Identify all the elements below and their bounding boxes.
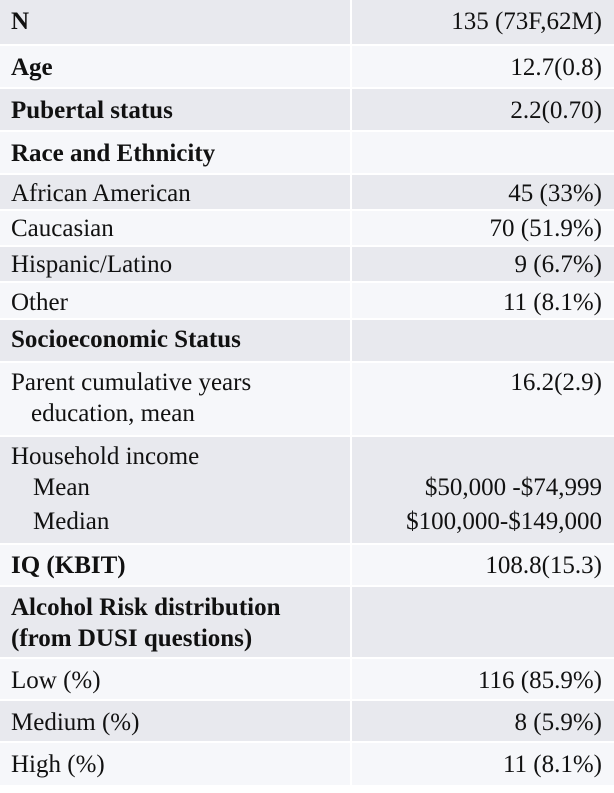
row-value: 8 (5.9%) bbox=[351, 700, 614, 743]
table-row-caucasian: Caucasian 70 (51.9%) bbox=[0, 210, 614, 247]
row-value: $50,000 -$74,999 $100,000-$149,000 bbox=[351, 436, 614, 545]
table-row-medium: Medium (%) 8 (5.9%) bbox=[0, 700, 614, 743]
row-label: High (%) bbox=[0, 742, 352, 787]
row-value bbox=[351, 586, 614, 659]
row-label: Low (%) bbox=[0, 658, 352, 701]
row-label: IQ (KBIT) bbox=[0, 544, 352, 587]
row-value: 11 (8.1%) bbox=[351, 742, 614, 787]
table-row-ses-header: Socioeconomic Status bbox=[0, 319, 614, 363]
row-value: 16.2(2.9) bbox=[351, 362, 614, 437]
section-heading: Socioeconomic Status bbox=[0, 319, 352, 363]
row-value: 12.7(0.8) bbox=[351, 45, 614, 89]
row-value: 108.8(15.3) bbox=[351, 544, 614, 587]
section-heading: Race and Ethnicity bbox=[0, 131, 352, 175]
row-label: Parent cumulative years education, mean bbox=[0, 362, 352, 437]
row-label: African American bbox=[0, 174, 352, 211]
row-label: Medium (%) bbox=[0, 700, 352, 743]
table-row-iq: IQ (KBIT) 108.8(15.3) bbox=[0, 544, 614, 587]
row-label: Age bbox=[0, 45, 352, 89]
row-label: Caucasian bbox=[0, 210, 352, 247]
row-value: 116 (85.9%) bbox=[351, 658, 614, 701]
table-row-hispanic: Hispanic/Latino 9 (6.7%) bbox=[0, 246, 614, 283]
row-label: Pubertal status bbox=[0, 88, 352, 132]
table-row-high: High (%) 11 (8.1%) bbox=[0, 742, 614, 787]
row-value: 70 (51.9%) bbox=[351, 210, 614, 247]
row-value: 2.2(0.70) bbox=[351, 88, 614, 132]
row-label: Other bbox=[0, 282, 352, 320]
income-median-value: $100,000-$149,000 bbox=[406, 508, 602, 535]
table-row-parent-education: Parent cumulative years education, mean … bbox=[0, 362, 614, 437]
heading-line-1: Alcohol Risk distribution bbox=[11, 594, 281, 621]
section-heading: Alcohol Risk distribution (from DUSI que… bbox=[0, 586, 352, 659]
income-label: Household income bbox=[11, 443, 200, 470]
row-value: 135 (73F,62M) bbox=[351, 0, 614, 46]
heading-line-2: (from DUSI questions) bbox=[11, 625, 253, 652]
table-row-pubertal: Pubertal status 2.2(0.70) bbox=[0, 88, 614, 132]
row-value bbox=[351, 131, 614, 175]
row-value: 45 (33%) bbox=[351, 174, 614, 211]
row-value bbox=[351, 319, 614, 363]
table-row-alcohol-header: Alcohol Risk distribution (from DUSI que… bbox=[0, 586, 614, 659]
table-row-age: Age 12.7(0.8) bbox=[0, 45, 614, 89]
table-row-n: N 135 (73F,62M) bbox=[0, 0, 614, 46]
table-row-african-american: African American 45 (33%) bbox=[0, 174, 614, 211]
table-row-low: Low (%) 116 (85.9%) bbox=[0, 658, 614, 701]
income-mean-label: Mean bbox=[33, 474, 90, 501]
row-value: 11 (8.1%) bbox=[351, 282, 614, 320]
row-label: Household income Mean Median bbox=[0, 436, 352, 545]
row-label: Hispanic/Latino bbox=[0, 246, 352, 283]
table-row-race-header: Race and Ethnicity bbox=[0, 131, 614, 175]
income-median-label: Median bbox=[33, 508, 110, 535]
income-mean-value: $50,000 -$74,999 bbox=[424, 474, 602, 501]
table-row-other: Other 11 (8.1%) bbox=[0, 282, 614, 320]
table-row-household-income: Household income Mean Median $50,000 -$7… bbox=[0, 436, 614, 545]
label-line-1: Parent cumulative years bbox=[11, 369, 252, 396]
label-line-2: education, mean bbox=[31, 400, 195, 427]
row-value: 9 (6.7%) bbox=[351, 246, 614, 283]
row-label: N bbox=[0, 0, 352, 46]
